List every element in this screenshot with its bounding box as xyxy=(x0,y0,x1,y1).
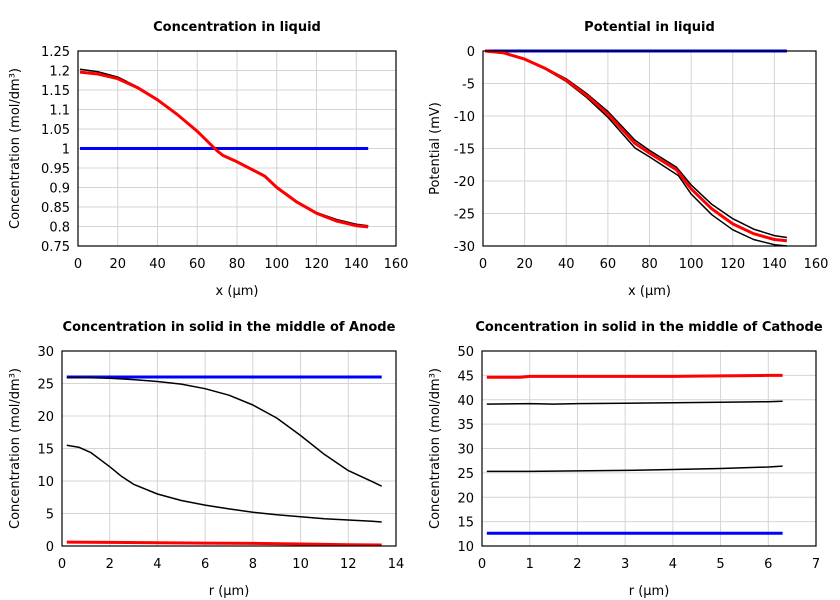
y-tick-label: 1.2 xyxy=(49,65,70,80)
y-tick-label: 0.85 xyxy=(41,201,70,216)
subplot: 0 1 2 3 4 5 6 7101520253035404550Concentration … xyxy=(428,320,823,599)
y-tick-label: 40 xyxy=(457,394,474,409)
y-tick-label: 0 xyxy=(467,45,475,60)
y-tick-label: 15 xyxy=(37,443,54,458)
y-tick-label: -30 xyxy=(454,240,475,255)
y-tick-label: -25 xyxy=(454,208,475,223)
x-tick-label: 6 xyxy=(764,557,772,572)
x-tick-label: 40 xyxy=(149,257,166,272)
y-tick-label: -15 xyxy=(454,143,475,158)
chart-title: Concentration in liquid xyxy=(153,20,321,35)
plot-frame xyxy=(482,50,817,247)
series-line xyxy=(66,444,382,523)
x-tick-label: 160 xyxy=(804,257,829,272)
x-tick-label: 20 xyxy=(109,257,126,272)
series-line xyxy=(484,49,788,243)
x-tick-label: 80 xyxy=(229,257,246,272)
x-tick-label: 10 xyxy=(292,557,309,572)
y-tick-label: -20 xyxy=(454,175,475,190)
series-line xyxy=(66,540,382,547)
x-tick-label: 120 xyxy=(720,257,745,272)
y-axis-label: Concentration (mol/dm³) xyxy=(8,368,23,529)
y-tick-label: 5 xyxy=(46,508,54,523)
x-tick-label: 0 xyxy=(479,257,487,272)
y-tick-label: -10 xyxy=(454,110,475,125)
x-tick-label: 40 xyxy=(558,257,575,272)
y-axis-label: Potential (mV) xyxy=(428,102,443,195)
chart-title: Concentration in solid in the middle of … xyxy=(475,320,823,335)
y-tick-label: 0.75 xyxy=(41,240,70,255)
y-tick-label: 0.95 xyxy=(41,162,70,177)
y-tick-label: 15 xyxy=(457,516,474,531)
y-tick-label: 25 xyxy=(457,467,474,482)
x-tick-label: 1 xyxy=(526,557,534,572)
y-tick-label: -5 xyxy=(462,78,475,93)
x-tick-label: 20 xyxy=(516,257,533,272)
y-tick-label: 1.25 xyxy=(41,45,70,60)
x-tick-label: 140 xyxy=(344,257,369,272)
x-tick-label: 60 xyxy=(600,257,617,272)
x-tick-label: 14 xyxy=(388,557,405,572)
x-tick-label: 120 xyxy=(304,257,329,272)
x-tick-label: 12 xyxy=(340,557,357,572)
series-line xyxy=(66,376,383,487)
x-tick-label: 4 xyxy=(153,557,161,572)
y-tick-label: 1.1 xyxy=(49,104,70,119)
y-axis-label: Concentration (mol/dm³) xyxy=(8,68,23,229)
x-tick-label: 7 xyxy=(812,557,820,572)
x-tick-label: 4 xyxy=(669,557,677,572)
subplot: 0 20 40 60 80 100 120 140 160 0.75 0.8 0.85 0.9 0.95 1… xyxy=(8,20,408,299)
chart-title: Concentration in solid in the middle of … xyxy=(63,320,396,335)
x-axis-label: r (µm) xyxy=(209,584,250,599)
plot-frame xyxy=(61,350,397,547)
subplot: 0 2 4 6 8 10 12 14 0 5 10 15 20 25 30 Concentration in … xyxy=(8,320,404,599)
y-tick-label: 0 xyxy=(46,540,54,555)
y-tick-label: 30 xyxy=(37,345,54,360)
x-tick-label: 0 xyxy=(478,557,486,572)
y-tick-label: 1.05 xyxy=(41,123,70,138)
x-tick-label: 0 xyxy=(74,257,82,272)
y-tick-label: 25 xyxy=(37,378,54,393)
series-line xyxy=(486,465,783,473)
y-axis-label: Concentration (mol/dm³) xyxy=(428,368,443,529)
x-axis-label: r (µm) xyxy=(629,584,670,599)
x-tick-label: 0 xyxy=(58,557,66,572)
x-tick-label: 140 xyxy=(762,257,787,272)
x-tick-label: 8 xyxy=(249,557,257,572)
y-tick-label: 10 xyxy=(37,475,54,490)
series-line xyxy=(486,400,783,405)
plot-frame xyxy=(77,50,397,247)
chart-title: Potential in liquid xyxy=(584,20,715,35)
x-axis-label: x (µm) xyxy=(216,284,259,299)
y-tick-label: 50 xyxy=(457,345,474,360)
subplot: 0 20 40 60 80 100 120 140 160 -30 -25 -20 -15 -10 -5 0 P… xyxy=(428,20,828,299)
x-tick-label: 2 xyxy=(106,557,114,572)
y-tick-label: 20 xyxy=(37,410,54,425)
y-tick-label: 1 xyxy=(62,143,70,158)
series-line xyxy=(79,70,369,229)
y-tick-label: 30 xyxy=(457,443,474,458)
y-tick-label: 45 xyxy=(457,369,474,384)
plot-frame xyxy=(481,350,817,547)
y-tick-label: 0.8 xyxy=(49,221,70,236)
y-tick-label: 20 xyxy=(457,491,474,506)
x-tick-label: 6 xyxy=(201,557,209,572)
series-line xyxy=(486,373,783,379)
x-tick-label: 80 xyxy=(641,257,658,272)
x-tick-label: 100 xyxy=(264,257,289,272)
x-tick-label: 160 xyxy=(384,257,409,272)
y-tick-label: 0.9 xyxy=(49,182,70,197)
x-tick-label: 60 xyxy=(189,257,206,272)
y-tick-label: 35 xyxy=(457,418,474,433)
x-tick-label: 100 xyxy=(679,257,704,272)
y-tick-label: 10 xyxy=(457,540,474,555)
x-axis-label: x (µm) xyxy=(628,284,671,299)
x-tick-label: 2 xyxy=(573,557,581,572)
x-tick-label: 5 xyxy=(716,557,724,572)
y-tick-label: 1.15 xyxy=(41,84,70,99)
x-tick-label: 3 xyxy=(621,557,629,572)
